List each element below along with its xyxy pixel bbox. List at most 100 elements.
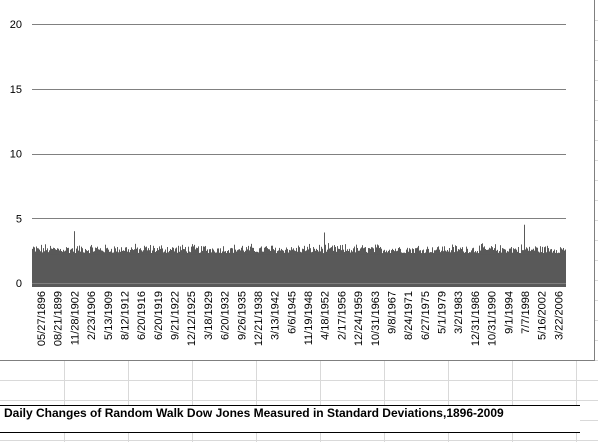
series-spike [340,245,341,255]
series-spike [322,248,323,255]
series-spike [348,250,349,255]
series-spike [40,251,41,255]
series-spike [240,250,241,255]
x-tick-label: 2/17/1956 [336,291,348,340]
y-axis: 0 5 10 15 20 [10,19,22,290]
series-spike [254,251,255,255]
x-tick-label: 3/13/1942 [270,291,282,340]
series-spike [512,252,513,255]
series-spike [251,243,252,255]
series-spike [533,248,534,255]
series-spike [44,251,45,255]
series-spike [395,248,396,255]
series-spike [354,246,355,255]
series-spike [262,251,263,255]
series-spike [358,250,359,255]
chart-area[interactable] [0,0,595,361]
series-spike [312,251,313,255]
series-spike [98,249,99,255]
series-spike [336,251,337,255]
series-spike [522,250,523,255]
series-spike [159,246,160,255]
series-spike [268,249,269,255]
y-tick-label-20: 20 [10,19,22,31]
series-spike [112,252,113,255]
series-spike [263,251,264,255]
series-spike [259,248,260,255]
series-spike [272,245,273,255]
series-spike [454,252,455,255]
series-spike [171,250,172,255]
series-spike [91,244,92,255]
series-spike [366,251,367,255]
series-spike [287,249,288,255]
series-spike [389,249,390,255]
series-spike [245,250,246,255]
series-spike [556,250,557,255]
series-spike [236,251,237,255]
series-spike [470,252,471,255]
series-spike [138,252,139,255]
series-spike [345,244,346,255]
series-spike [385,252,386,255]
series-spike [381,248,382,255]
series-spike [166,252,167,255]
series-spike [364,247,365,255]
series-spike [507,251,508,255]
series-spike [539,252,540,255]
x-tick-label: 2/23/1906 [86,291,98,340]
series-spike [553,250,554,255]
series-spike [434,250,435,255]
series-spike [423,249,424,255]
series-spike [142,251,143,255]
series-spike [116,251,117,255]
series-spike [134,249,135,255]
x-tick-label: 6/20/1919 [153,291,165,340]
series-spike [476,252,477,255]
series-spike [244,252,245,255]
series-spike [477,251,478,255]
series-spike [414,252,415,255]
series-spike [432,247,433,255]
y-tick-label-0: 0 [16,278,22,290]
series-spike [537,247,538,255]
series-spike [219,252,220,255]
x-axis: 05/27/1896 08/21/1899 11/28/1902 2/23/1906 5… [32,283,566,346]
series-spike [226,253,227,255]
series-spike [206,250,207,255]
series-spike [461,248,462,255]
series-spike [498,252,499,255]
series-spike [81,246,82,255]
series-spike [543,252,544,255]
series-spike [544,247,545,255]
series-spike [276,253,277,255]
series-spike [49,250,50,255]
series-spike [464,252,465,255]
series-spike [234,244,235,255]
series-spike [57,248,58,255]
series-spike [529,246,530,255]
series-spike [223,246,224,255]
series-spike [38,248,39,255]
series-spike [331,247,332,255]
series-spike [183,249,184,255]
series-spike [387,252,388,255]
series-spike [466,246,467,255]
series-spike [397,250,398,255]
series-spike [185,246,186,255]
x-tick-label: 9/26/1935 [236,291,248,340]
series-spike [107,247,108,255]
series-spike [105,244,106,255]
series-spike [448,251,449,255]
series-spike [357,247,358,255]
series-spike [130,249,131,255]
series-spike [467,248,468,255]
series-spike [118,252,119,255]
series-spike [61,251,62,255]
series-spike [321,246,322,255]
series-spike [388,250,389,255]
series-spike [308,249,309,255]
series-spike [453,246,454,255]
series-spike [313,247,314,255]
series-spike [33,246,34,255]
